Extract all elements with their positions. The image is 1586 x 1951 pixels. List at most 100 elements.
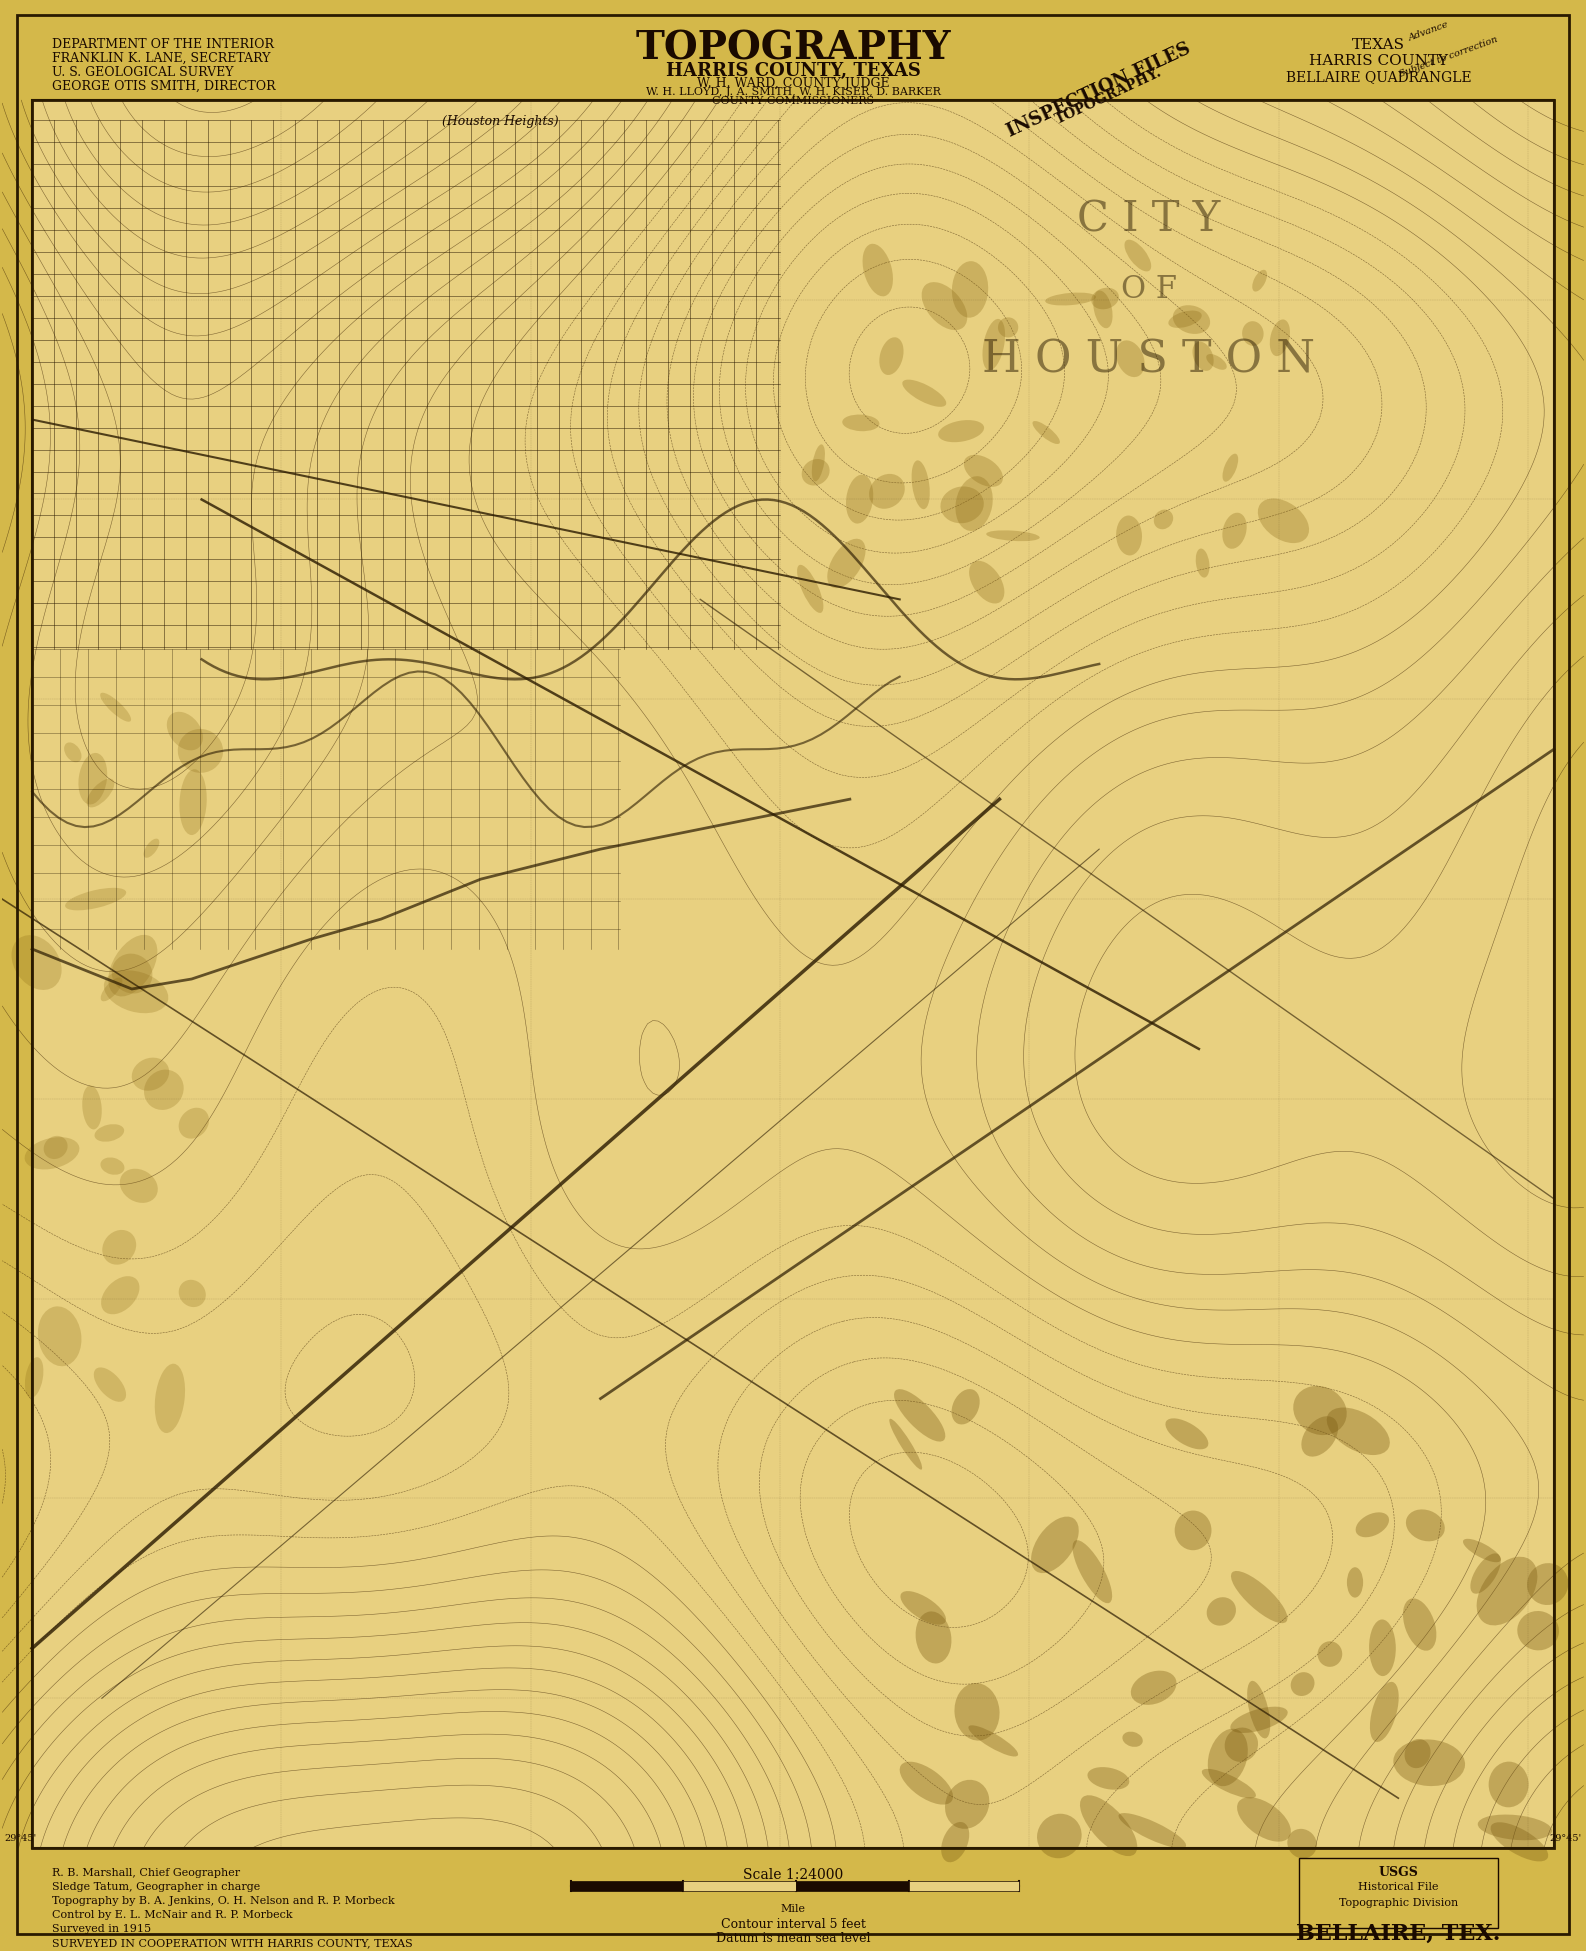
Ellipse shape: [921, 283, 967, 330]
Ellipse shape: [939, 419, 983, 443]
Ellipse shape: [902, 380, 947, 408]
Ellipse shape: [863, 244, 893, 297]
Ellipse shape: [1247, 1682, 1270, 1738]
Ellipse shape: [178, 730, 224, 773]
Ellipse shape: [1242, 322, 1264, 345]
Ellipse shape: [144, 839, 159, 858]
Text: SURVEYED IN COOPERATION WITH HARRIS COUNTY, TEXAS: SURVEYED IN COOPERATION WITH HARRIS COUN…: [52, 1937, 412, 1947]
Ellipse shape: [179, 1280, 206, 1307]
Ellipse shape: [798, 564, 823, 613]
Ellipse shape: [1193, 341, 1213, 371]
Ellipse shape: [44, 1135, 68, 1159]
Text: (Houston Heights): (Houston Heights): [442, 115, 560, 129]
Ellipse shape: [1166, 1418, 1209, 1450]
Ellipse shape: [1291, 1672, 1315, 1695]
Ellipse shape: [38, 1307, 81, 1366]
Text: HARRIS COUNTY, TEXAS: HARRIS COUNTY, TEXAS: [666, 62, 920, 80]
Ellipse shape: [103, 970, 168, 1013]
Ellipse shape: [842, 414, 879, 431]
Ellipse shape: [108, 935, 157, 997]
Ellipse shape: [179, 769, 206, 835]
Text: Datum is mean sea level: Datum is mean sea level: [715, 1931, 871, 1945]
Text: 29°45': 29°45': [1550, 1834, 1581, 1842]
Ellipse shape: [1470, 1553, 1500, 1594]
Bar: [684, 1881, 796, 1891]
Ellipse shape: [1369, 1619, 1396, 1676]
Ellipse shape: [155, 1364, 186, 1434]
Text: HARRIS COUNTY: HARRIS COUNTY: [1308, 55, 1448, 68]
Ellipse shape: [998, 318, 1018, 338]
Ellipse shape: [167, 712, 203, 751]
Ellipse shape: [986, 531, 1040, 540]
Ellipse shape: [1175, 1510, 1212, 1551]
Text: BELLAIRE, TEX.: BELLAIRE, TEX.: [1296, 1924, 1500, 1945]
Text: GEORGE OTIS SMITH, DIRECTOR: GEORGE OTIS SMITH, DIRECTOR: [52, 80, 276, 94]
Ellipse shape: [1327, 1407, 1389, 1455]
Ellipse shape: [121, 1169, 157, 1204]
Ellipse shape: [1088, 1768, 1129, 1789]
Ellipse shape: [102, 1229, 136, 1264]
Ellipse shape: [1169, 310, 1202, 328]
Ellipse shape: [969, 1725, 1018, 1756]
Text: Historical File: Historical File: [1358, 1883, 1439, 1892]
Ellipse shape: [1527, 1563, 1569, 1606]
Ellipse shape: [1231, 1571, 1288, 1623]
Ellipse shape: [969, 560, 1004, 603]
Ellipse shape: [1223, 455, 1239, 482]
Text: Topographic Division: Topographic Division: [1339, 1898, 1458, 1908]
Text: Control by E. L. McNair and R. P. Morbeck: Control by E. L. McNair and R. P. Morbec…: [52, 1910, 293, 1920]
Ellipse shape: [11, 935, 62, 989]
Ellipse shape: [65, 888, 127, 911]
Bar: [796, 1881, 909, 1891]
Ellipse shape: [100, 693, 132, 722]
Ellipse shape: [899, 1762, 953, 1805]
Ellipse shape: [1405, 1738, 1431, 1768]
Text: R. B. Marshall, Chief Geographer: R. B. Marshall, Chief Geographer: [52, 1869, 239, 1879]
Ellipse shape: [1072, 1539, 1112, 1604]
Bar: [909, 1881, 1020, 1891]
Ellipse shape: [100, 977, 122, 1001]
Ellipse shape: [1405, 1510, 1445, 1541]
Text: Subject to correction: Subject to correction: [1397, 35, 1499, 80]
Ellipse shape: [955, 476, 993, 531]
Bar: [1299, 1857, 1499, 1928]
Text: O F: O F: [1121, 275, 1177, 304]
Text: Advance: Advance: [1407, 20, 1450, 43]
Ellipse shape: [945, 1779, 990, 1828]
Ellipse shape: [25, 1358, 43, 1397]
Text: W. H. LLOYD, J. A. SMITH, W. H. KISER, D. BARKER: W. H. LLOYD, J. A. SMITH, W. H. KISER, D…: [646, 88, 940, 98]
Text: FRANKLIN K. LANE, SECRETARY: FRANKLIN K. LANE, SECRETARY: [52, 53, 271, 64]
Ellipse shape: [1196, 548, 1210, 577]
Ellipse shape: [1237, 1797, 1291, 1842]
Ellipse shape: [1124, 240, 1151, 271]
Ellipse shape: [1478, 1814, 1553, 1840]
Ellipse shape: [94, 1368, 125, 1403]
Ellipse shape: [1091, 287, 1118, 310]
Ellipse shape: [1491, 1822, 1548, 1861]
Text: Surveyed in 1915: Surveyed in 1915: [52, 1924, 151, 1933]
Text: USGS: USGS: [1378, 1865, 1418, 1879]
Ellipse shape: [1253, 269, 1267, 291]
Ellipse shape: [1037, 1814, 1082, 1857]
Ellipse shape: [982, 318, 1006, 371]
Ellipse shape: [1224, 1727, 1258, 1762]
Ellipse shape: [1093, 291, 1112, 328]
Ellipse shape: [1270, 320, 1289, 357]
Text: COUNTY COMMISSIONERS: COUNTY COMMISSIONERS: [712, 96, 874, 105]
Ellipse shape: [87, 778, 114, 808]
Text: C I T Y: C I T Y: [1077, 199, 1221, 240]
Ellipse shape: [901, 1592, 945, 1625]
Ellipse shape: [111, 954, 152, 993]
Ellipse shape: [1258, 498, 1308, 542]
Ellipse shape: [1202, 1770, 1256, 1799]
Ellipse shape: [1370, 1682, 1399, 1742]
Ellipse shape: [63, 743, 81, 763]
Text: Contour interval 5 feet: Contour interval 5 feet: [720, 1918, 866, 1931]
Text: H O U S T O N: H O U S T O N: [982, 338, 1315, 380]
Ellipse shape: [1174, 304, 1210, 334]
Ellipse shape: [1293, 1385, 1347, 1436]
Ellipse shape: [1207, 1598, 1235, 1625]
Text: Topography by B. A. Jenkins, O. H. Nelson and R. P. Morbeck: Topography by B. A. Jenkins, O. H. Nelso…: [52, 1896, 395, 1906]
Ellipse shape: [964, 455, 1002, 488]
Ellipse shape: [1462, 1539, 1500, 1563]
